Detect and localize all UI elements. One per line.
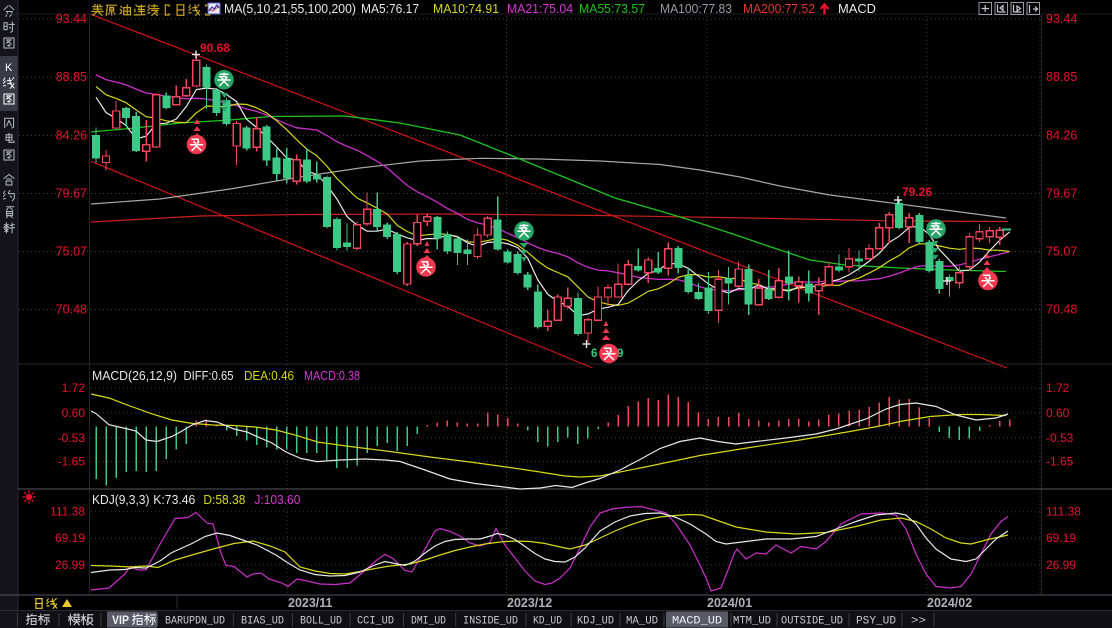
svg-text:J:103.60: J:103.60	[254, 493, 300, 507]
svg-text:111.38: 111.38	[50, 505, 85, 519]
svg-text:0.60: 0.60	[62, 406, 86, 420]
svg-text:KDJ(9,3,3): KDJ(9,3,3)	[92, 493, 150, 507]
svg-text:88.85: 88.85	[1046, 70, 1077, 84]
svg-text:1.72: 1.72	[62, 381, 86, 395]
svg-text:88.85: 88.85	[56, 70, 87, 84]
svg-text:70.48: 70.48	[1046, 303, 1077, 317]
svg-text:DIFF:0.65: DIFF:0.65	[184, 369, 234, 383]
svg-text:MACD_UD: MACD_UD	[672, 616, 722, 628]
svg-text:DMI_UD: DMI_UD	[411, 616, 446, 628]
svg-text:VIP: VIP	[112, 615, 129, 627]
svg-text:CCI_UD: CCI_UD	[357, 616, 394, 628]
svg-text:93.44: 93.44	[1046, 12, 1077, 26]
svg-text:MA100:77.83: MA100:77.83	[660, 1, 732, 16]
svg-text:2023/11: 2023/11	[288, 596, 333, 610]
svg-text:K: K	[5, 62, 13, 74]
svg-text:6: 6	[591, 348, 597, 360]
svg-text:MACD:0.38: MACD:0.38	[304, 369, 360, 383]
svg-text:MA5:76.17: MA5:76.17	[361, 1, 419, 16]
svg-text:-1.65: -1.65	[58, 455, 86, 469]
svg-text:9: 9	[617, 348, 623, 360]
svg-text:75.07: 75.07	[1046, 245, 1077, 259]
svg-text:-0.53: -0.53	[1046, 431, 1074, 445]
svg-text:PSY_UD: PSY_UD	[856, 616, 896, 628]
svg-text:D:58.38: D:58.38	[203, 493, 245, 507]
svg-text:KD_UD: KD_UD	[533, 616, 562, 628]
svg-text:OUTSIDE_UD: OUTSIDE_UD	[781, 616, 843, 628]
svg-text:MA10:74.91: MA10:74.91	[433, 1, 499, 16]
svg-text:BIAS_UD: BIAS_UD	[241, 616, 284, 628]
svg-text:MTM_UD: MTM_UD	[733, 616, 771, 628]
svg-text:2023/12: 2023/12	[507, 596, 552, 610]
svg-text:84.26: 84.26	[56, 129, 87, 143]
svg-text:75.07: 75.07	[56, 245, 87, 259]
svg-text:84.26: 84.26	[1046, 129, 1077, 143]
svg-text:93.44: 93.44	[56, 12, 87, 26]
svg-text:1.72: 1.72	[1046, 381, 1070, 395]
svg-text:MACD: MACD	[838, 1, 876, 16]
svg-text:26.99: 26.99	[1046, 558, 1076, 572]
svg-text:69.19: 69.19	[1046, 531, 1076, 545]
svg-text:MA_UD: MA_UD	[626, 616, 658, 628]
svg-text:MA200:77.52: MA200:77.52	[743, 1, 815, 16]
svg-text:DEA:0.46: DEA:0.46	[244, 369, 294, 383]
svg-text:26.99: 26.99	[55, 558, 85, 572]
svg-text:111.38: 111.38	[1046, 505, 1081, 519]
svg-text:79.67: 79.67	[56, 187, 87, 201]
svg-text:-1.65: -1.65	[1046, 455, 1074, 469]
svg-text:79.67: 79.67	[1046, 187, 1077, 201]
svg-text:MACD(26,12,9): MACD(26,12,9)	[92, 369, 177, 383]
svg-text:2024/02: 2024/02	[927, 596, 972, 610]
svg-text:BARUPDN_UD: BARUPDN_UD	[165, 616, 225, 628]
svg-text:MA55:73.57: MA55:73.57	[579, 1, 645, 16]
svg-text:INSIDE_UD: INSIDE_UD	[463, 616, 518, 628]
svg-text:0.60: 0.60	[1046, 406, 1070, 420]
svg-text:KDJ_UD: KDJ_UD	[577, 616, 614, 628]
svg-text:69.19: 69.19	[55, 531, 85, 545]
svg-text:70.48: 70.48	[56, 303, 87, 317]
svg-text:BOLL_UD: BOLL_UD	[300, 616, 342, 628]
svg-text:79.26: 79.26	[902, 185, 932, 199]
svg-text:MA21:75.04: MA21:75.04	[507, 1, 573, 16]
svg-text:MA(5,10,21,55,100,200): MA(5,10,21,55,100,200)	[224, 1, 356, 16]
svg-text:K:73.46: K:73.46	[153, 493, 195, 507]
svg-text:-0.53: -0.53	[58, 431, 86, 445]
svg-text:>>: >>	[911, 616, 926, 628]
svg-text:90.68: 90.68	[200, 41, 230, 55]
svg-text:2024/01: 2024/01	[707, 596, 752, 610]
